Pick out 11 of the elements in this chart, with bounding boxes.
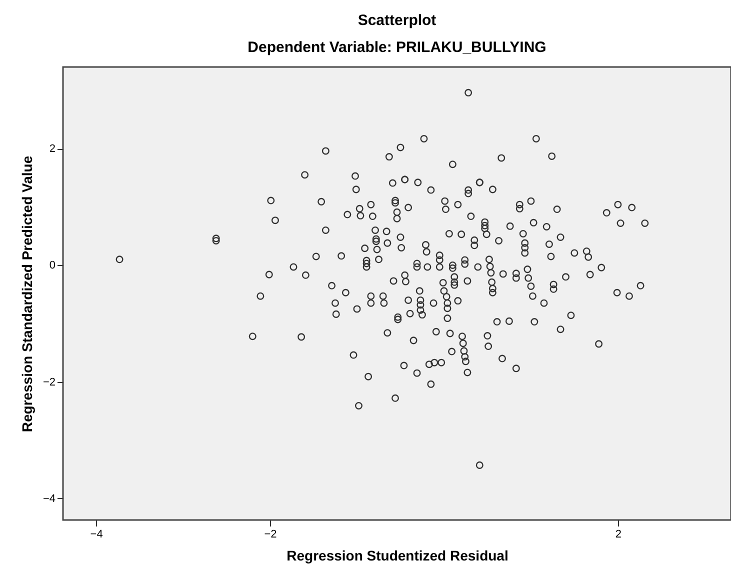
x-axis-title: Regression Studentized Residual	[286, 548, 508, 564]
y-tick-label: 0	[49, 260, 56, 272]
x-tick-label: −2	[264, 528, 277, 540]
x-tick-label: −4	[90, 528, 103, 540]
y-tick-label: 2	[49, 143, 56, 156]
y-axis-title: Regression Standardized Predicted Value	[18, 156, 35, 432]
y-tick-label: −2	[42, 376, 56, 388]
chart-title: Scatterplot	[358, 12, 436, 29]
chart-subtitle: Dependent Variable: PRILAKU_BULLYING	[248, 39, 546, 56]
y-tick-label: −4	[42, 492, 56, 505]
x-tick-label: 2	[615, 528, 622, 540]
